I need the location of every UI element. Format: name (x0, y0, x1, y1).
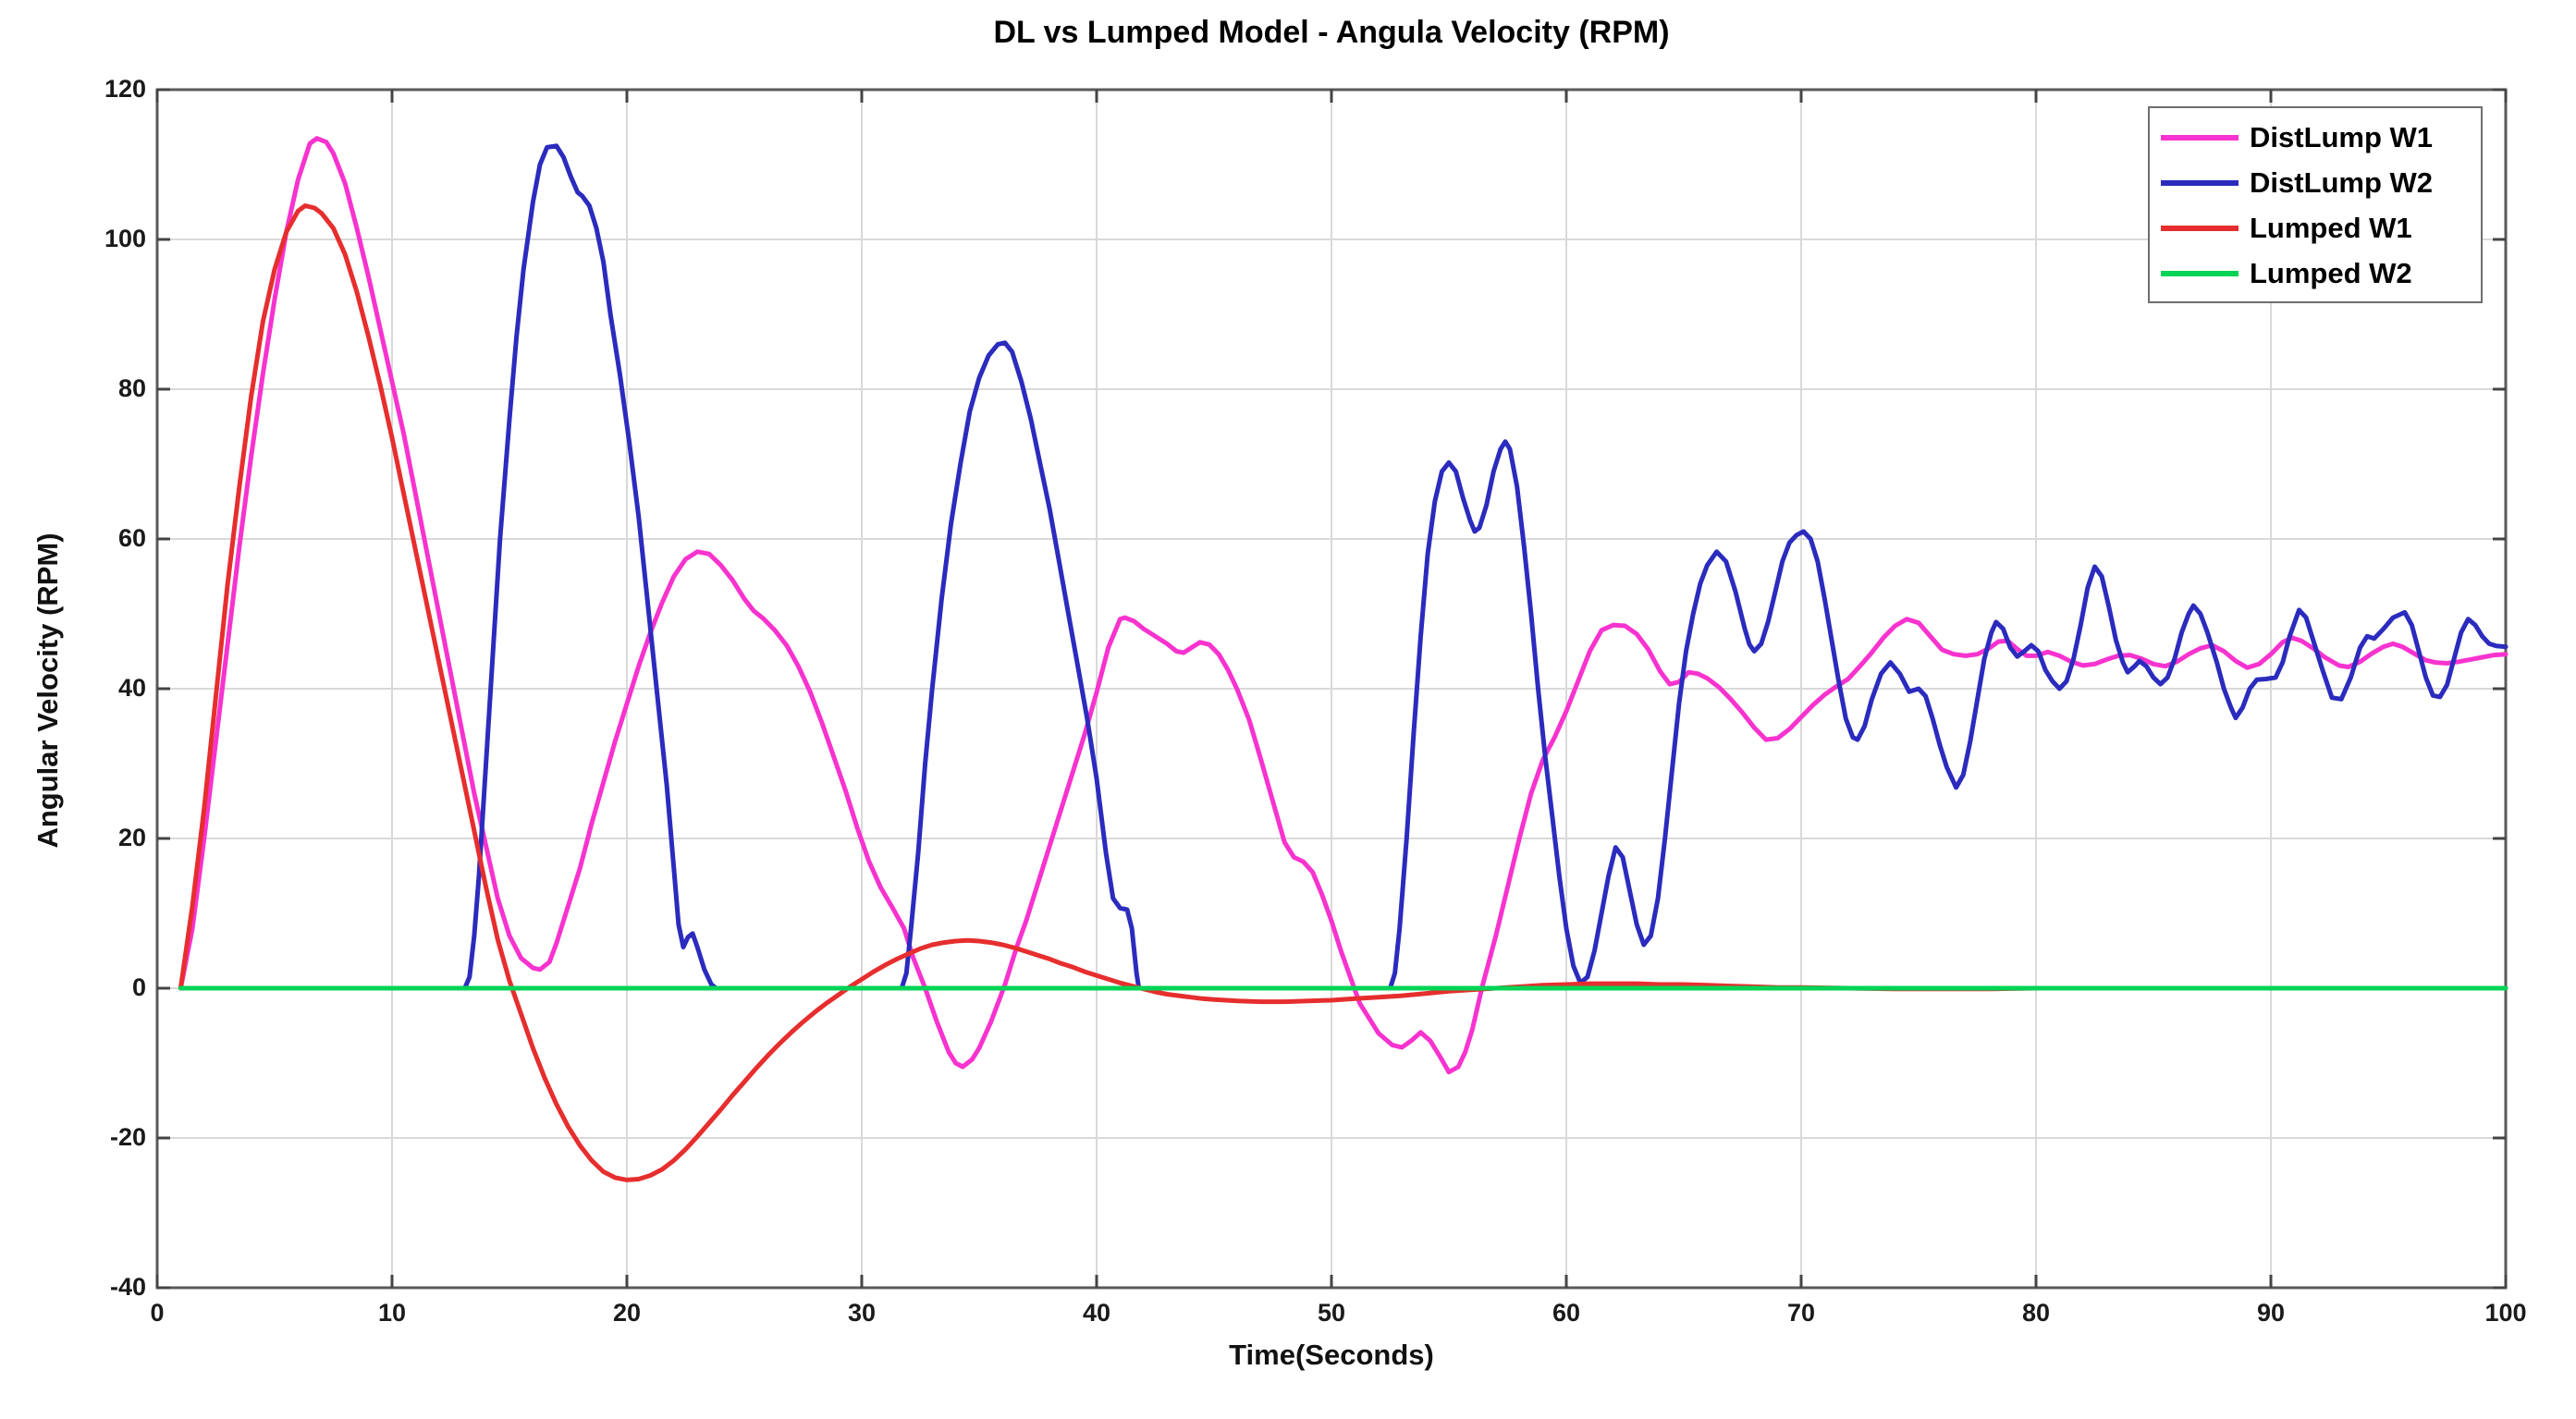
y-tick-label: 60 (117, 524, 146, 552)
y-tick-label: 40 (117, 674, 146, 702)
x-tick-label: 90 (2256, 1299, 2286, 1327)
y-tick-label: -40 (109, 1273, 146, 1301)
legend-item-lumped-w2: Lumped W2 (2150, 255, 2481, 292)
legend-item-lumped-w1: Lumped W1 (2150, 210, 2481, 247)
legend-label: DistLump W2 (2250, 166, 2434, 199)
chart-title: DL vs Lumped Model - Angula Velocity (RP… (993, 15, 1670, 50)
x-tick-label: 40 (1082, 1299, 1111, 1327)
x-axis-label: Time(Seconds) (1229, 1339, 1434, 1371)
legend-box: DistLump W1 DistLump W2 Lumped W1 Lumped W2 (2148, 106, 2483, 303)
x-tick-label: 80 (2021, 1299, 2051, 1327)
legend-item-distlump-w2: DistLump W2 (2150, 165, 2481, 202)
y-tick-label: 100 (104, 225, 146, 252)
legend-line-sample (2161, 135, 2239, 141)
legend-label: DistLump W1 (2250, 121, 2434, 153)
y-tick-label: 20 (117, 824, 146, 851)
x-tick-label: 100 (2484, 1299, 2527, 1327)
x-tick-label: 30 (847, 1299, 877, 1327)
y-tick-label: 120 (104, 75, 146, 103)
legend-item-distlump-w1: DistLump W1 (2150, 119, 2481, 156)
legend-line-sample (2161, 180, 2239, 186)
series-line-distlump-w2 (178, 143, 2509, 991)
x-tick-label: 60 (1552, 1299, 1581, 1327)
x-tick-label: 50 (1317, 1299, 1346, 1327)
legend-line-sample (2161, 226, 2239, 231)
y-tick-label: -20 (109, 1123, 146, 1151)
series-line-lumped-w1 (178, 203, 2509, 1182)
y-tick-label: 80 (117, 374, 146, 402)
legend-label: Lumped W1 (2250, 212, 2412, 244)
y-tick-label: 0 (131, 973, 146, 1001)
x-tick-label: 20 (612, 1299, 642, 1327)
x-tick-label: 70 (1786, 1299, 1816, 1327)
legend-label: Lumped W2 (2250, 257, 2412, 289)
x-tick-label: 10 (377, 1299, 407, 1327)
x-tick-label: 0 (150, 1299, 165, 1327)
series-line-distlump-w1 (178, 136, 2509, 1075)
legend-line-sample (2161, 271, 2239, 276)
